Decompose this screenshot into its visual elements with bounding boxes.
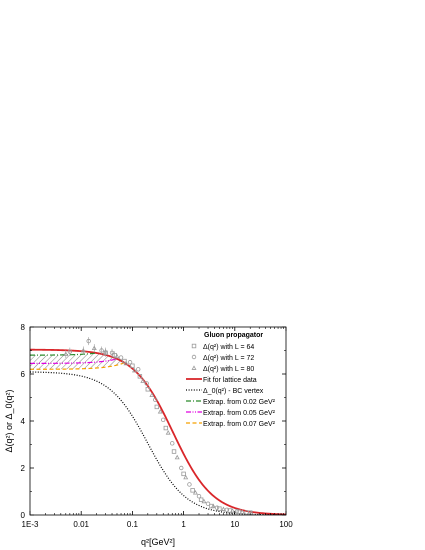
data-point-square — [145, 387, 151, 392]
ticks: 1E-3 0.01 0.1 1 10 100 0 2 4 6 8 — [21, 323, 294, 529]
data-point-circle — [144, 381, 149, 386]
data-point-triangle — [132, 367, 137, 373]
legend-marker-circle — [191, 354, 197, 360]
curves — [30, 348, 286, 515]
data-point-triangle — [201, 498, 207, 504]
data-point-triangle — [192, 490, 198, 495]
data-point-square — [137, 374, 143, 379]
data-point-triangle — [91, 345, 97, 350]
y-tick-label: 8 — [21, 323, 26, 332]
data-point-square — [198, 497, 204, 502]
legend-entry-label: Δ_0(q²) - BC vertex — [203, 388, 264, 395]
data-point-circle — [179, 465, 184, 471]
data-point-square — [181, 471, 186, 477]
data-point-square — [190, 488, 195, 493]
data-points — [63, 337, 254, 515]
data-point-circle — [153, 397, 158, 403]
data-point-triangle — [220, 506, 226, 511]
data-point-triangle — [165, 430, 171, 435]
data-point-circle — [118, 355, 124, 360]
data-point-square — [122, 358, 127, 364]
x-tick-label: 0.1 — [127, 520, 139, 529]
data-point-triangle — [157, 408, 163, 414]
x-tick-label: 100 — [279, 520, 293, 529]
legend-marker-square — [191, 343, 197, 349]
data-point-circle — [99, 348, 104, 353]
y-tick-label: 2 — [21, 464, 26, 473]
data-point-triangle — [183, 474, 189, 480]
data-point-square — [171, 449, 177, 454]
legend: Gluon propagator Δ(q²) with L = 64 Δ(q²) w… — [186, 332, 276, 428]
data-point-triangle — [149, 392, 155, 397]
data-point-triangle — [114, 353, 120, 359]
data-point-circle — [86, 338, 91, 344]
extrap-curve — [30, 362, 125, 370]
legend-entry-label: Δ(q²) with L = 72 — [203, 355, 254, 362]
data-point-circle — [67, 349, 73, 354]
legend-entry-label: Extrap. from 0.05 GeV² — [203, 410, 276, 417]
data-point-triangle — [123, 360, 129, 366]
data-point-square — [163, 425, 169, 431]
data-point-triangle — [140, 378, 146, 383]
data-point-triangle — [248, 510, 254, 515]
legend-marker-triangle — [191, 365, 197, 370]
legend-entry-label: Fit for lattice data — [203, 377, 257, 384]
legend-title: Gluon propagator — [204, 332, 263, 339]
x-tick-label: 0.01 — [73, 520, 89, 529]
data-point-circle — [109, 350, 115, 356]
data-point-square — [130, 363, 135, 368]
y-tick-label: 0 — [21, 511, 26, 520]
data-point-circle — [170, 441, 175, 446]
y-axis-label: Δ(q²) or Δ_0(q²) — [4, 389, 14, 452]
data-point-square — [154, 404, 160, 410]
data-point-circle — [244, 510, 249, 515]
data-point-circle — [187, 482, 192, 487]
data-point-circle — [196, 494, 202, 499]
uncertainty-band — [30, 353, 125, 370]
fit-curve — [30, 348, 286, 515]
data-point-triangle — [80, 347, 86, 353]
x-tick-label: 10 — [230, 520, 239, 529]
data-point-triangle — [210, 503, 216, 509]
data-point-triangle — [239, 509, 245, 514]
x-tick-label: 1E-3 — [22, 520, 39, 529]
data-point-triangle — [63, 351, 69, 356]
data-point-square — [217, 506, 222, 511]
y-tick-label: 6 — [21, 370, 26, 379]
legend-entry-label: Extrap. from 0.07 GeV² — [203, 421, 276, 428]
legend-entry-label: Δ(q²) with L = 80 — [203, 366, 254, 373]
extrap-curve — [30, 358, 118, 364]
data-point-triangle — [174, 454, 180, 460]
x-axis-label: q²[GeV²] — [141, 537, 175, 547]
data-point-triangle — [103, 349, 109, 354]
extrapolation-band — [30, 353, 125, 370]
legend-entry-label: Δ(q²) with L = 64 — [203, 344, 254, 351]
x-tick-label: 1 — [181, 520, 186, 529]
data-point-square — [236, 509, 242, 514]
data-point-circle — [136, 367, 141, 372]
legend-entry-label: Extrap. from 0.02 GeV² — [203, 399, 276, 406]
extrap-curve — [30, 352, 97, 356]
data-point-circle — [127, 360, 133, 365]
y-tick-label: 4 — [21, 417, 26, 426]
data-point-circle — [205, 501, 211, 506]
data-point-circle — [161, 417, 166, 423]
data-point-triangle — [229, 508, 235, 513]
